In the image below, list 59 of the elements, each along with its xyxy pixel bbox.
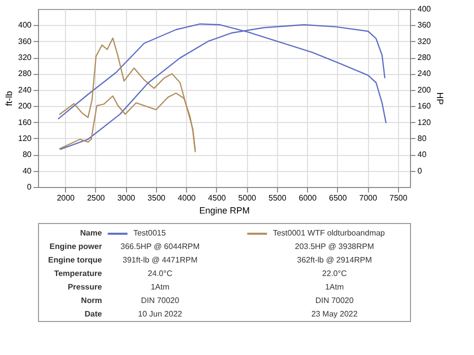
text: Norm [81,296,102,305]
y2-tick-label: 40 [418,150,427,160]
y2-tick-label: 320 [418,36,432,46]
y-tick-label: 80 [22,150,32,160]
y2-tick-label: 240 [418,69,432,78]
text: DIN 70020 [140,296,180,305]
legend-label: Test0001 WTF oldturboandmap [272,228,386,238]
text: DIN 70020 [315,296,354,305]
text: 391ft-lb @ 4471RPM [122,256,198,265]
y-tick-label: 320 [18,53,32,62]
legend-label: Test0015 [133,228,166,238]
y2-tick-label: 120 [418,118,432,127]
text: 10 Jun 2022 [138,309,183,318]
y-tick-label: 200 [18,102,32,111]
y-tick-label: 280 [18,69,32,78]
text: Date [84,309,102,318]
x-tick-label: 7000 [359,194,378,202]
x-tick-label: 3500 [148,194,166,202]
text: 1Atm [325,282,344,292]
text: 23 May 2022 [311,309,358,318]
x-tick-label: 7500 [390,194,408,202]
text: 22.0°C [322,269,347,278]
x-tick-label: 5000 [238,194,257,202]
y-tick-label: 0 [27,182,32,192]
text: 203.5HP @ 3938RPM [294,242,374,252]
y2-tick-label: 80 [418,134,427,143]
x-tick-label: 6000 [298,194,318,202]
y2-tick-label: 360 [418,20,432,30]
x-tick-label: 4500 [208,194,226,202]
y-tick-label: 160 [18,118,32,127]
line-series [59,24,386,150]
y2-tick-label: 0 [418,166,422,176]
y2-tick-label: 280 [418,53,432,62]
text: Temperature [54,269,102,278]
y-tick-label: 40 [22,166,32,176]
x-tick-label: 5500 [268,194,287,202]
x-tick-label: 2500 [87,194,106,202]
y-tick-label: 240 [18,85,32,94]
y2-tick-label: 400 [418,4,432,14]
y-axis-title: ft-lb [4,90,14,106]
text: 362ft-lb @ 2914RPM [297,256,372,265]
y-tick-label: 360 [18,36,32,46]
text: 1Atm [150,282,170,292]
y-tick-label: 400 [18,20,32,30]
text: Name [80,228,102,238]
x-axis-title: Engine RPM [199,206,250,216]
text: Engine power [49,242,102,252]
y2-tick-label: 160 [418,102,432,111]
x-tick-label: 2000 [56,194,76,202]
x-tick-label: 4000 [178,194,196,202]
text: Pressure [68,282,102,292]
x-tick-label: 6500 [329,194,348,202]
y2-tick-label: 200 [418,85,432,94]
x-tick-label: 3000 [117,194,136,202]
text: 366.5HP @ 6044RPM [120,242,200,252]
text: Engine torque [48,256,102,265]
text: 24.0°C [148,269,173,278]
y-tick-label: 120 [18,134,32,143]
y2-axis-title: HP [434,92,445,105]
